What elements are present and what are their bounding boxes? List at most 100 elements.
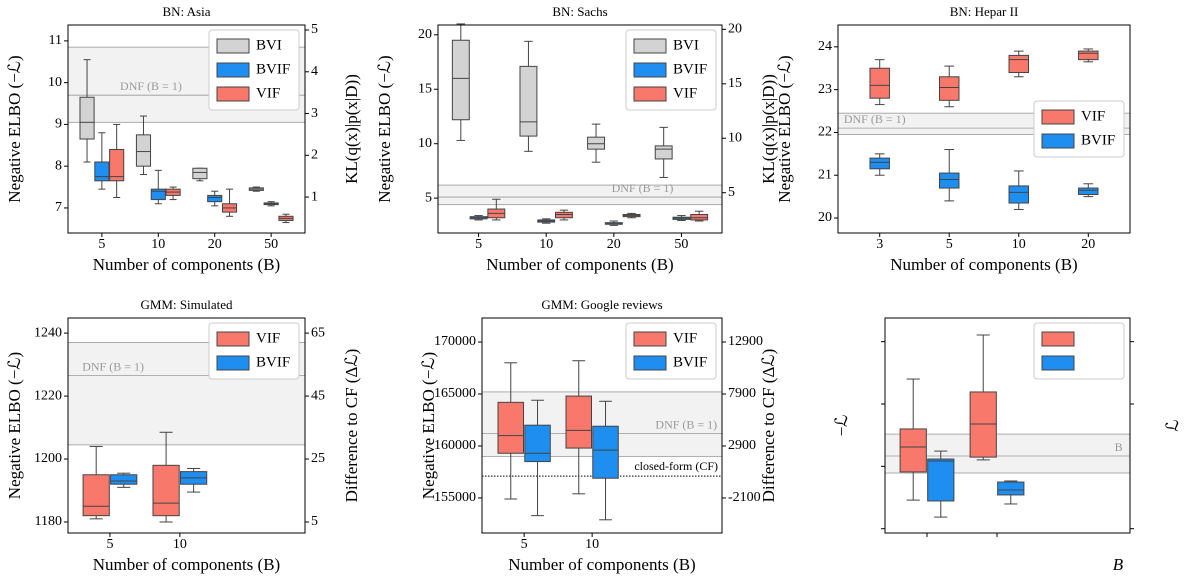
y-tick-label: 20 [818,210,832,225]
box [79,96,95,140]
y2-tick-label: 5 [311,22,318,37]
y2-tick-label: -2100 [728,490,761,505]
legend-swatch [216,38,250,54]
y2-tick-label: 1 [311,189,318,204]
box [554,211,573,219]
y-axis-label: −ℒ [832,415,851,437]
legend-label: VIF [673,330,697,346]
y2-tick-label: 5 [728,185,735,200]
legend-swatch [1041,331,1075,347]
box [565,395,593,449]
legend-swatch [216,86,250,102]
y-tick-label: 15 [418,81,432,96]
legend-frame [208,322,300,380]
x-tick-label: 5 [98,237,105,252]
reference-label: closed-form (CF) [634,459,718,473]
chart-title: BN: Hepar II [950,4,1019,19]
y2-axis-label: Difference to CF (Δℒ) [759,349,778,503]
box [1078,187,1099,195]
plot-frame [437,24,723,234]
y2-axis-label: ℒ [1163,419,1182,431]
legend-swatch [633,331,667,347]
y-tick-label: 170000 [434,334,476,349]
y2-axis-label: KL(q(x)|p(x|D)) [759,74,778,184]
y2-axis-label: KL(q(x)|p(x|D)) [342,74,361,184]
legend-swatch [216,62,250,78]
y2-tick-label: 25 [311,451,325,466]
y-tick-label: 20 [418,27,432,42]
chart-title: BN: Sachs [552,4,607,19]
box [899,428,927,473]
plot-frame [837,24,1131,234]
y2-tick-label: 4 [311,64,318,79]
box [82,474,110,517]
x-tick-label: 5 [475,237,482,252]
y2-tick-label: 15 [728,76,742,91]
legend-label: BVIF [256,61,290,77]
box [524,424,551,463]
legend-label: BVI [673,37,699,53]
box [969,391,997,458]
box [869,157,890,170]
legend-swatch [1041,109,1075,125]
legend-swatch [216,331,250,347]
y2-tick-label: 5 [311,514,318,529]
dnf-label: DNF (B = 1) [844,112,906,126]
box [592,425,619,479]
y-axis-label: Negative ELBO (−ℒ) [5,55,24,202]
x-tick-label: 50 [264,237,278,252]
box [519,65,538,137]
chart-title: GMM: Google reviews [541,297,662,312]
legend-swatch [633,86,667,102]
y-tick-label: 160000 [434,438,476,453]
legend-frame [1033,322,1125,380]
legend-swatch [1041,133,1075,149]
y-axis-label: Negative ELBO (−ℒ) [375,55,394,202]
dnf-label: B [1115,440,1123,454]
legend-label: VIF [1081,108,1105,124]
x-tick-label: 20 [1081,237,1095,252]
y2-tick-label: 2900 [728,438,756,453]
x-axis-label: Number of components (B) [486,255,673,274]
box [1008,54,1029,74]
y-axis-label: Negative ELBO (−ℒ) [5,352,24,499]
legend-swatch [216,355,250,371]
y-tick-label: 24 [818,39,832,54]
panel: DNF (B = 1) 1180 1200 1220 1240 5 25 45 65 5 10 GMM… [5,297,361,574]
legend-label: VIF [256,330,280,346]
y2-tick-label: 65 [311,325,325,340]
x-tick-label: 10 [1012,237,1026,252]
y-tick-label: 22 [818,125,832,140]
x-axis-label: B [1113,555,1124,574]
y-tick-label: 5 [425,190,432,205]
box [939,172,960,189]
x-tick-label: 20 [208,237,222,252]
box [451,39,470,121]
box [869,67,890,99]
legend-label: BVIF [673,354,707,370]
y-tick-label: 1180 [35,514,62,529]
y2-tick-label: 20 [728,22,742,37]
y-tick-label: 21 [818,167,832,182]
x-tick-label: 5 [521,537,528,552]
chart-title: GMM: Simulated [140,297,233,312]
box [135,134,152,167]
dnf-label: DNF (B = 1) [612,181,674,195]
plot-frame [67,24,306,234]
y-tick-label: 8 [55,158,62,173]
legend-swatch [633,62,667,78]
legend-label: VIF [256,85,280,101]
y-axis-label: Negative ELBO (−ℒ) [775,55,794,202]
legend-label: BVI [256,37,282,53]
panel: DNF (B = 1) closed-form (CF) 155000 160000 1… [419,297,778,574]
box [192,167,208,180]
y2-tick-label: 2 [311,148,318,163]
box [927,458,955,502]
box [654,145,673,160]
legend-label: BVIF [1081,132,1115,148]
dnf-label: DNF (B = 1) [120,79,182,93]
x-tick-label: 5 [946,237,953,252]
x-tick-label: 10 [539,237,553,252]
box [109,148,125,182]
